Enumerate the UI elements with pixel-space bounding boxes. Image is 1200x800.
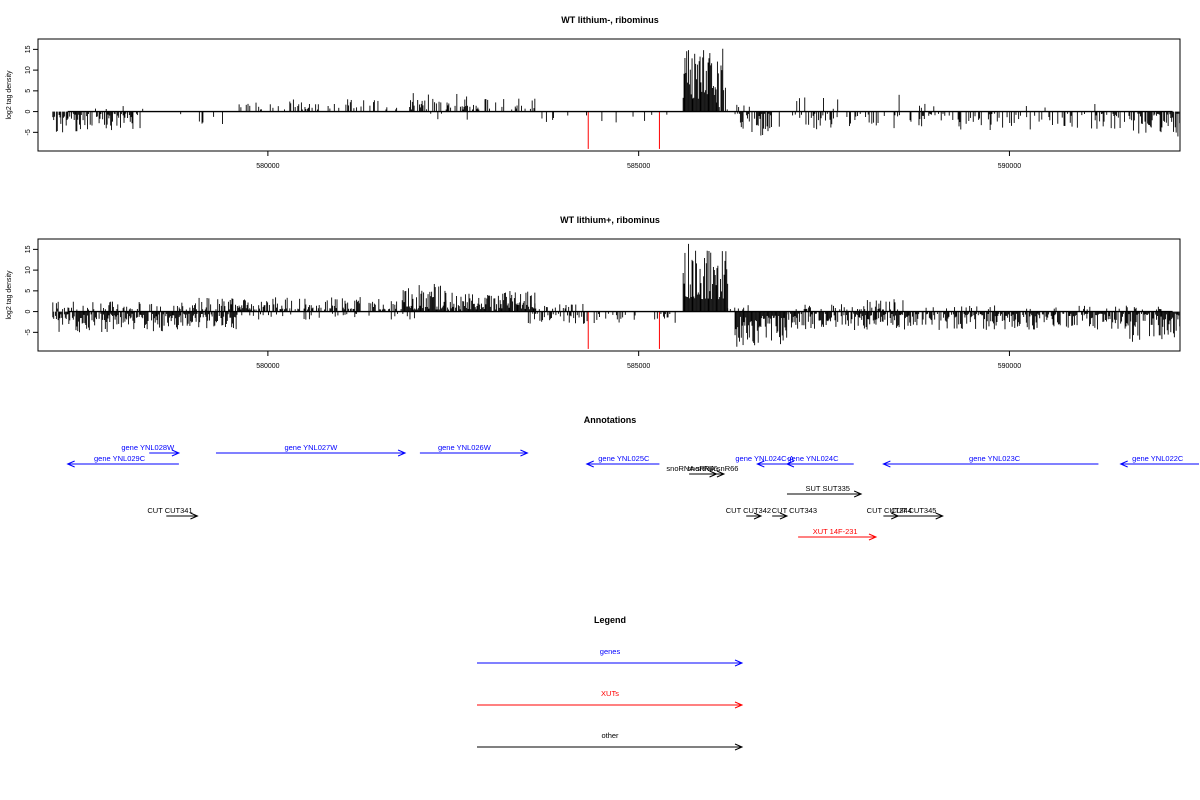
feature-label: snoRNA snR66 — [687, 464, 738, 473]
feature-arrow-head — [1119, 460, 1128, 468]
legend-label: genes — [600, 647, 621, 656]
feature-label: CUT CUT345 — [891, 506, 936, 515]
legend-arrow-head — [734, 701, 744, 709]
annotation-feature: CUT CUT343 — [772, 506, 817, 520]
feature-arrow-head — [853, 490, 863, 498]
feature-label: CUT CUT341 — [147, 506, 192, 515]
annotation-feature: gene YNL029C — [66, 454, 179, 468]
panel-1-ylabel: log2 tag density — [6, 70, 13, 120]
feature-arrow-head — [785, 460, 795, 468]
feature-arrow-head — [585, 460, 594, 468]
feature-label: gene YNL023C — [969, 454, 1021, 463]
legend-label: XUTs — [601, 689, 619, 698]
feature-label: CUT CUT342 — [726, 506, 771, 515]
y-tick-label: 10 — [25, 66, 32, 74]
legend-items: genes XUTs other — [477, 647, 744, 751]
legend-item: XUTs — [477, 689, 744, 709]
annotations-title: Annotations — [584, 415, 637, 425]
annotation-feature: gene YNL023C — [882, 454, 1099, 468]
panel-lithium-minus: WT lithium-, ribominus log2 tag density … — [6, 15, 1181, 170]
legend-arrow-head — [734, 659, 744, 667]
y-tick-label: 0 — [25, 310, 32, 314]
annotation-feature: CUT CUT341 — [147, 506, 199, 520]
feature-arrow-head — [190, 512, 199, 520]
feature-arrow-head — [756, 460, 765, 468]
annotation-feature: gene YNL027W — [215, 443, 407, 457]
legend-item: genes — [477, 647, 744, 667]
feature-arrow-head — [716, 470, 726, 478]
legend-label: other — [601, 731, 619, 740]
y-tick-label: -5 — [25, 129, 32, 135]
x-tick-label: 590000 — [998, 363, 1021, 370]
feature-label: SUT SUT335 — [806, 484, 850, 493]
feature-arrow-head — [753, 512, 763, 520]
feature-label: gene YNL025C — [598, 454, 650, 463]
legend-item: other — [477, 731, 744, 751]
panel-2-title: WT lithium+, ribominus — [560, 215, 660, 225]
x-tick-label: 585000 — [627, 363, 650, 370]
annotation-feature: gene YNL024C-A — [735, 454, 794, 468]
feature-label: CUT CUT344 — [867, 506, 912, 515]
annotation-feature: CUT CUT345 — [890, 506, 944, 520]
legend-title: Legend — [594, 615, 626, 625]
annotation-feature: snoRNA snR66 — [687, 464, 738, 478]
y-tick-label: 5 — [25, 289, 32, 293]
y-tick-label: 0 — [25, 110, 32, 114]
feature-label: gene YNL022C — [1132, 454, 1184, 463]
x-tick-label: 580000 — [256, 363, 279, 370]
feature-arrow-head — [935, 512, 944, 520]
legend-arrow-head — [734, 743, 744, 751]
annotation-feature: XUT 14F-231 — [798, 527, 878, 541]
x-tick-label: 590000 — [998, 163, 1021, 170]
annotation-feature: CUT CUT342 — [726, 506, 771, 520]
y-tick-label: -5 — [25, 329, 32, 335]
feature-arrow-head — [520, 449, 529, 457]
feature-label: gene YNL024C — [787, 454, 839, 463]
feature-label: gene YNL028W — [121, 443, 175, 452]
feature-label: gene YNL027W — [284, 443, 338, 452]
legend-panel: Legend genes XUTs other — [477, 615, 744, 751]
annotation-feature: gene YNL028W — [121, 443, 181, 457]
y-tick-label: 10 — [25, 266, 32, 274]
y-tick-label: 5 — [25, 89, 32, 93]
feature-label: gene YNL026W — [438, 443, 492, 452]
annotation-feature: gene YNL022C — [1119, 454, 1199, 468]
y-tick-label: 15 — [25, 245, 32, 253]
annotation-feature: gene YNL026W — [419, 443, 529, 457]
annotation-features: gene YNL029C gene YNL028W gene YNL027W gene… — [66, 443, 1199, 541]
annotation-feature: gene YNL025C — [585, 454, 660, 468]
feature-label: snoRNA snR66 — [666, 464, 717, 473]
feature-label: gene YNL024C-A — [735, 454, 794, 463]
feature-arrow-head — [868, 533, 878, 541]
panel-1-axes: -5 0 5 10 15 580000 585000 590000 — [25, 45, 1173, 170]
panel-1-title: WT lithium-, ribominus — [561, 15, 659, 25]
panel-2-axes: -5 0 5 10 15 580000 585000 590000 — [25, 245, 1173, 370]
panel-2-ylabel: log2 tag density — [6, 270, 13, 320]
feature-label: CUT CUT343 — [772, 506, 817, 515]
x-tick-label: 580000 — [256, 163, 279, 170]
feature-label: gene YNL029C — [94, 454, 146, 463]
feature-arrow-head — [171, 449, 181, 457]
feature-arrow-head — [882, 460, 891, 468]
panel-lithium-plus: WT lithium+, ribominus log2 tag density … — [6, 215, 1181, 370]
feature-label: XUT 14F-231 — [813, 527, 858, 536]
x-tick-label: 585000 — [627, 163, 650, 170]
feature-arrow-head — [397, 449, 407, 457]
y-tick-label: 15 — [25, 45, 32, 53]
feature-arrow-head — [779, 512, 789, 520]
annotation-feature: SUT SUT335 — [786, 484, 863, 498]
feature-arrow-head — [66, 460, 75, 468]
annotation-feature: gene YNL024C — [785, 454, 854, 468]
